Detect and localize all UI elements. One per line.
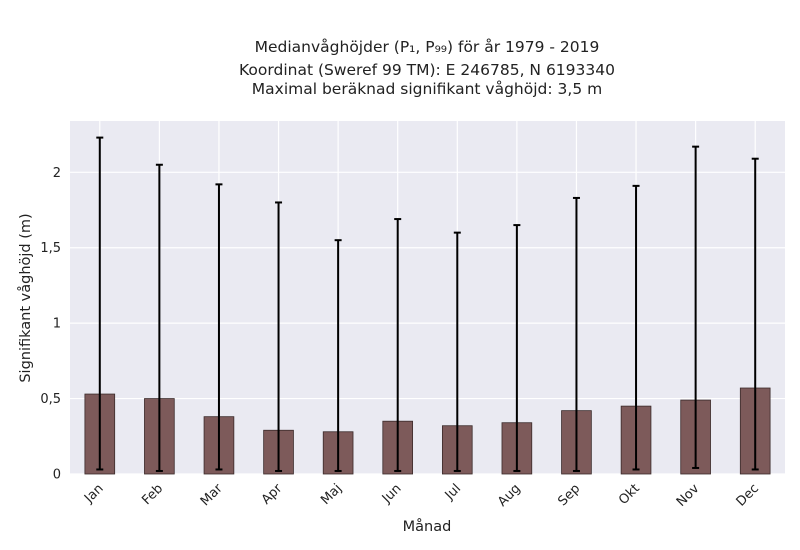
y-tick-label: 0,5 xyxy=(40,392,61,407)
x-tick-label: Mar xyxy=(198,481,226,509)
x-tick-label: Dec xyxy=(734,481,762,509)
x-tick-label: Okt xyxy=(616,481,643,508)
x-tick-label: Feb xyxy=(139,481,166,508)
x-tick-label: Jan xyxy=(81,481,106,506)
x-tick-label: Nov xyxy=(674,481,703,510)
x-tick-label: Aug xyxy=(495,481,524,510)
x-tick-label: Jun xyxy=(379,481,405,507)
chart-title-line-2: Koordinat (Sweref 99 TM): E 246785, N 61… xyxy=(239,61,615,79)
chart-title-line-1: Medianvåghöjder (P₁, P₉₉) för år 1979 - … xyxy=(255,38,600,56)
x-tick-labels: Jan Feb Mar Apr Maj Jun Jul Aug Sep Okt Nov Dec xyxy=(81,481,762,510)
x-tick-label: Sep xyxy=(555,481,583,509)
y-tick-label: 2 xyxy=(53,166,61,181)
error-bars xyxy=(96,136,759,472)
plot-area xyxy=(70,121,785,474)
y-tick-label: 1,5 xyxy=(40,241,61,256)
x-tick-label: Jul xyxy=(442,481,464,503)
y-tick-label: 0 xyxy=(53,468,61,483)
x-tick-label: Maj xyxy=(318,481,345,508)
chart-title-line-3: Maximal beräknad signifikant våghöjd: 3,… xyxy=(252,80,602,98)
x-axis-label: Månad xyxy=(403,518,452,535)
y-axis-label: Signifikant våghöjd (m) xyxy=(17,213,34,382)
x-tick-label: Apr xyxy=(259,481,286,508)
y-tick-labels: 0 0,5 1 1,5 2 xyxy=(40,166,61,483)
y-tick-label: 1 xyxy=(53,317,61,332)
